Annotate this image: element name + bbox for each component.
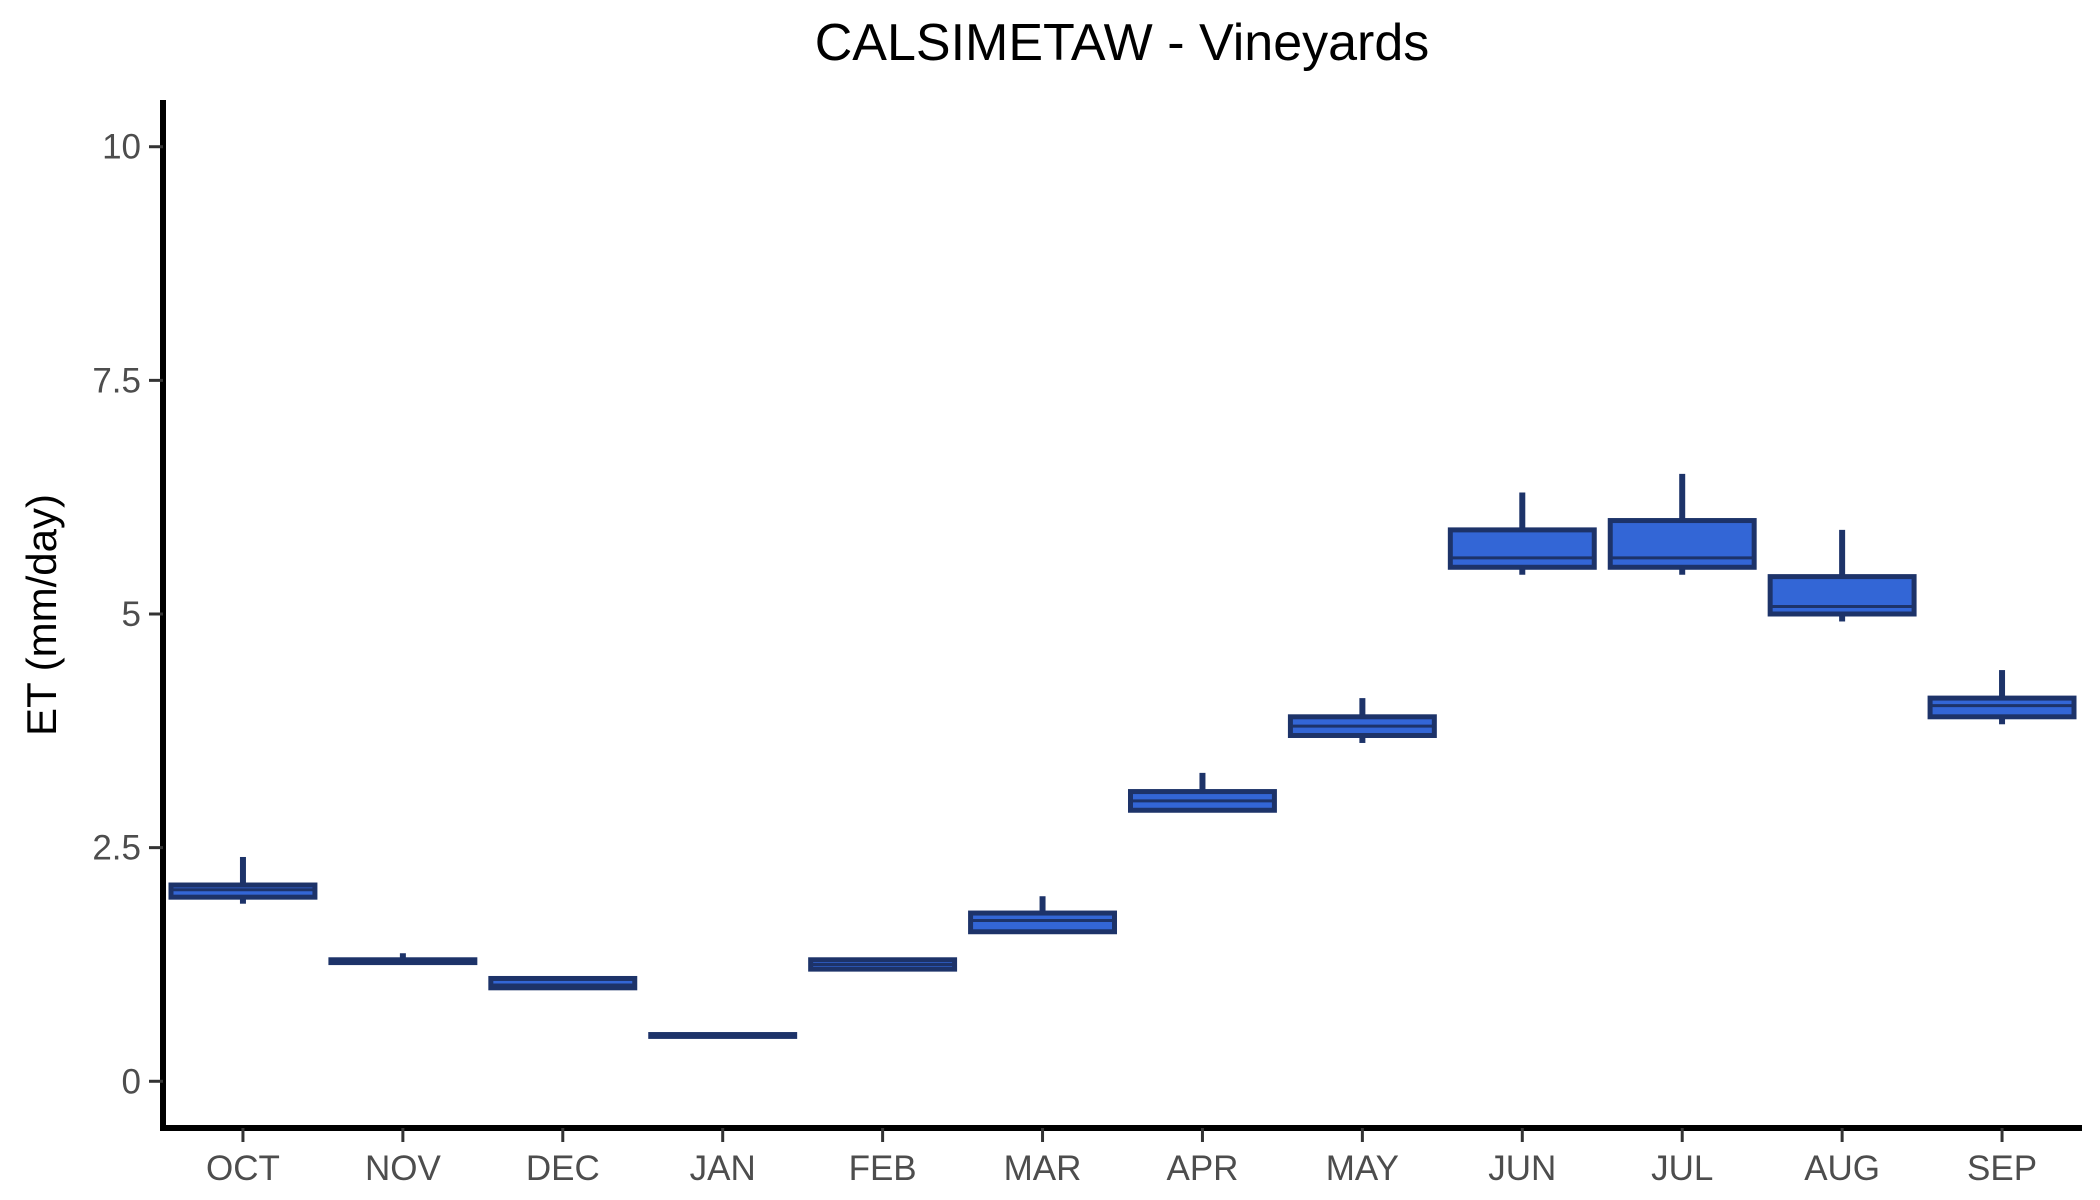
x-axis: OCT NOV DEC JAN FEB MAR APR MAY JUN JUL AUG SEP — [160, 1125, 2082, 1188]
boxes — [168, 473, 2077, 1039]
box-feb — [808, 957, 958, 972]
box-sep — [1927, 670, 2077, 725]
x-tick-label-nov: NOV — [365, 1149, 442, 1188]
x-tick-label-may: MAY — [1326, 1149, 1399, 1188]
box-oct — [168, 856, 318, 904]
y-tick-label: 10 — [102, 128, 141, 167]
box-rect-mar — [968, 910, 1118, 935]
box-dec — [488, 975, 638, 991]
box-rect-dec — [488, 975, 638, 991]
box-mar — [968, 896, 1118, 935]
y-axis: 0 2.5 5 7.5 10 — [92, 100, 166, 1131]
box-rect-jul — [1607, 518, 1757, 570]
x-tick-label-aug: AUG — [1804, 1149, 1880, 1188]
box-jan — [648, 1032, 798, 1039]
x-tick-label-feb: FEB — [849, 1149, 917, 1188]
x-tick-label-jul: JUL — [1651, 1149, 1713, 1188]
x-tick-label-mar: MAR — [1004, 1149, 1082, 1188]
x-tick-label-jan: JAN — [690, 1149, 756, 1188]
x-tick-label-dec: DEC — [526, 1149, 600, 1188]
box-may — [1287, 698, 1437, 743]
y-tick-label: 2.5 — [92, 829, 141, 868]
y-tick-label: 5 — [122, 595, 141, 634]
x-tick-label-apr: APR — [1166, 1149, 1238, 1188]
box-apr — [1127, 772, 1277, 813]
box-aug — [1767, 529, 1917, 622]
y-axis-label: ET (mm/day) — [18, 494, 65, 736]
y-tick-label: 7.5 — [92, 361, 141, 400]
box-rect-sep — [1927, 695, 2077, 720]
box-jun — [1447, 492, 1597, 575]
y-tick-label: 0 — [122, 1062, 141, 1101]
x-tick-label-sep: SEP — [1967, 1149, 2037, 1188]
box-jul — [1607, 473, 1757, 575]
box-rect-jun — [1447, 527, 1597, 570]
box-nov — [328, 953, 478, 966]
box-rect-aug — [1767, 574, 1917, 617]
x-tick-label-jun: JUN — [1488, 1149, 1556, 1188]
chart-title: CALSIMETAW - Vineyards — [815, 14, 1430, 72]
x-tick-label-oct: OCT — [206, 1149, 280, 1188]
